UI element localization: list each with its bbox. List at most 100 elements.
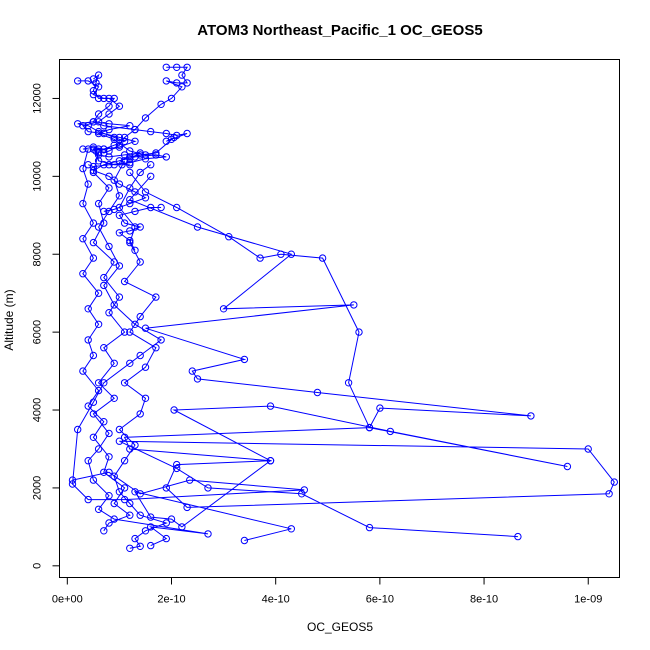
data-point — [115, 293, 124, 301]
data-point — [318, 254, 327, 262]
data-point — [173, 203, 181, 212]
data-point — [84, 495, 92, 504]
data-point — [584, 445, 592, 453]
data-point — [115, 143, 124, 151]
data-point — [173, 79, 181, 87]
data-point — [240, 355, 249, 364]
data-point — [110, 499, 118, 508]
data-point — [105, 110, 113, 118]
data-point — [94, 83, 103, 91]
data-point — [298, 490, 306, 498]
data-point — [126, 328, 134, 336]
profile-series-6 — [79, 145, 134, 535]
data-point — [105, 453, 113, 461]
data-point — [131, 320, 139, 328]
data-point — [94, 386, 103, 395]
data-point — [126, 511, 134, 519]
data-point — [183, 63, 191, 72]
data-point — [89, 476, 98, 484]
data-point — [141, 194, 150, 202]
data-point — [100, 122, 108, 130]
data-point — [126, 227, 134, 235]
data-point — [344, 379, 353, 387]
x-axis: 0e+00 2e-10 4e-10 6e-10 8e-10 1e-09 — [52, 577, 602, 606]
y-tick-label: 12000 — [31, 83, 43, 114]
series-line — [123, 172, 371, 541]
data-point — [126, 445, 134, 453]
data-point — [94, 110, 103, 118]
data-point — [162, 534, 171, 543]
data-point — [105, 492, 113, 500]
data-point — [131, 488, 139, 496]
data-point — [167, 94, 176, 103]
data-point — [204, 484, 212, 492]
data-point — [105, 147, 113, 155]
data-point — [136, 258, 144, 266]
data-point — [120, 277, 129, 286]
data-point — [136, 351, 144, 360]
profile-series-12 — [115, 203, 165, 255]
data-point — [300, 486, 308, 494]
data-point — [157, 336, 165, 344]
data-point — [147, 513, 155, 521]
data-point — [89, 75, 98, 83]
data-point — [84, 336, 92, 344]
data-point — [89, 166, 98, 175]
data-point — [115, 157, 124, 165]
y-tick-label: 0 — [31, 563, 43, 569]
data-point — [79, 199, 87, 208]
data-point — [68, 476, 77, 484]
y-tick-label: 8000 — [31, 242, 43, 266]
data-point — [100, 468, 108, 476]
data-point — [126, 499, 134, 508]
data-point — [79, 164, 87, 173]
data-point — [105, 184, 113, 192]
data-point — [152, 149, 160, 157]
profile-series-11 — [89, 151, 160, 216]
chart-title: ATOM3 Northeast_Pacific_1 OC_GEOS5 — [197, 22, 482, 39]
data-point — [89, 145, 98, 153]
data-point — [170, 406, 178, 414]
data-point — [162, 519, 171, 527]
data-point — [173, 63, 181, 72]
data-point — [100, 273, 108, 282]
data-point — [136, 223, 144, 231]
data-point — [225, 233, 233, 241]
data-point — [89, 168, 98, 177]
data-point — [126, 236, 134, 245]
data-point — [162, 153, 171, 161]
data-point — [120, 433, 129, 441]
data-point — [89, 433, 98, 441]
data-point — [605, 490, 613, 498]
series-line — [82, 148, 131, 532]
data-point — [100, 344, 108, 352]
data-point — [183, 79, 191, 87]
y-tick-label: 4000 — [31, 398, 43, 422]
data-point — [100, 129, 108, 138]
data-point — [136, 542, 144, 550]
data-point — [147, 127, 155, 136]
data-point — [120, 484, 129, 492]
x-tick-label: 4e-10 — [262, 594, 290, 606]
data-point — [89, 162, 98, 171]
data-point — [193, 223, 202, 231]
data-point — [170, 133, 178, 142]
x-axis-label: OC_GEOS5 — [307, 620, 373, 634]
series-line — [118, 207, 162, 251]
data-point — [183, 129, 191, 138]
data-point — [147, 541, 155, 550]
data-point — [84, 457, 92, 465]
data-point — [105, 468, 113, 476]
data-point — [100, 219, 108, 227]
data-point — [100, 145, 108, 153]
data-point — [131, 534, 139, 543]
data-point — [126, 544, 134, 552]
data-point — [157, 100, 165, 109]
data-point — [89, 87, 98, 95]
series-line — [95, 66, 189, 166]
data-point — [94, 151, 103, 159]
data-point — [92, 79, 100, 87]
data-point — [110, 258, 118, 266]
y-axis: 0 2000 4000 6000 8000 10000 12000 — [31, 83, 60, 569]
data-point — [89, 254, 98, 262]
